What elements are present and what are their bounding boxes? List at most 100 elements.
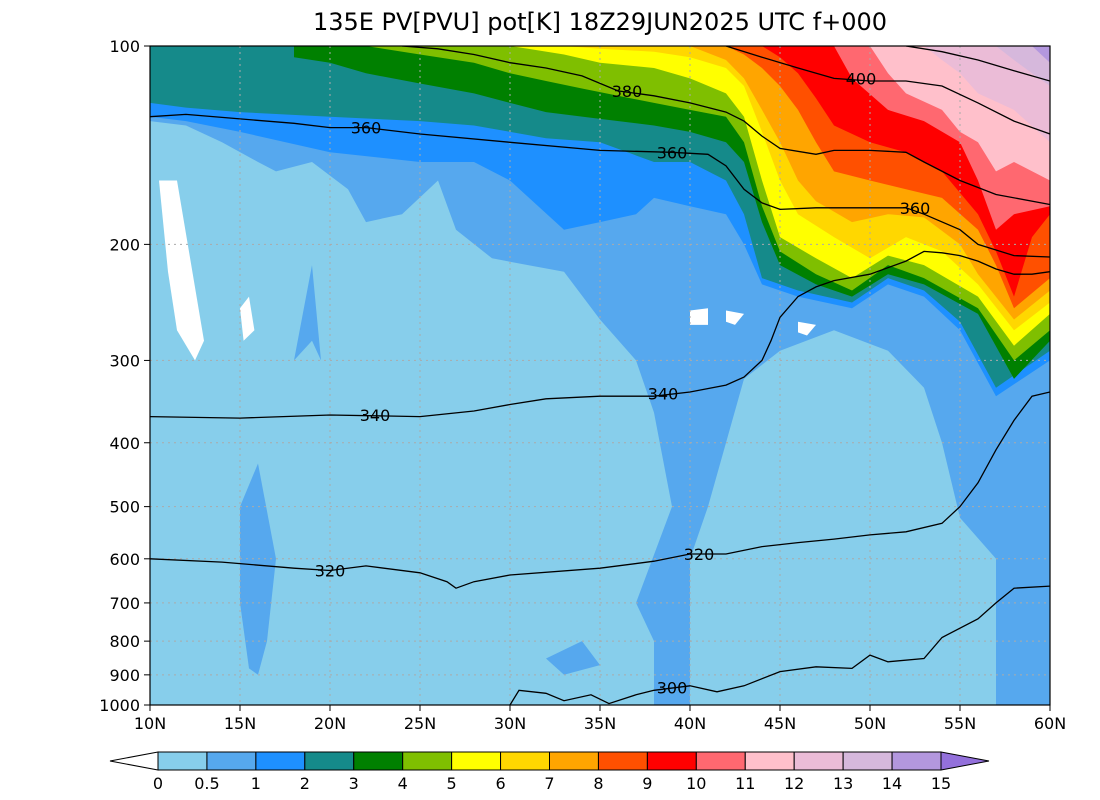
y-tick-label: 200 bbox=[109, 235, 140, 254]
colorbar-swatch-15 bbox=[891, 751, 942, 771]
x-tick-label: 15N bbox=[224, 714, 256, 733]
contour-label-text: 400 bbox=[846, 69, 877, 88]
x-tick-label: 45N bbox=[764, 714, 796, 733]
x-tick-label: 40N bbox=[674, 714, 706, 733]
colorbar-label: 8 bbox=[593, 774, 603, 793]
colorbar-label: 10 bbox=[686, 774, 706, 793]
colorbar-label: 6 bbox=[495, 774, 505, 793]
pv-region-14 bbox=[1032, 46, 1050, 63]
colorbar-label: 2 bbox=[300, 774, 310, 793]
contour-label-text: 300 bbox=[657, 678, 688, 697]
contour-label-text: 360 bbox=[900, 199, 931, 218]
colorbar-swatch-6 bbox=[451, 751, 502, 771]
theta-contour-labels: 380 400 360 360 360 340 340 320 320 300 bbox=[315, 69, 931, 697]
x-tick-label: 20N bbox=[314, 714, 346, 733]
contour-label-1: 400 bbox=[846, 69, 877, 88]
pv-patch-7 bbox=[798, 321, 816, 336]
colorbar-swatch-7 bbox=[500, 751, 550, 771]
x-tick-label: 25N bbox=[404, 714, 436, 733]
colorbar-swatch-4 bbox=[353, 751, 404, 771]
contour-label-text: 340 bbox=[648, 385, 679, 404]
colorbar-swatch-8 bbox=[549, 751, 599, 771]
pv-patch-0 bbox=[240, 463, 276, 675]
y-tick-label: 800 bbox=[109, 632, 140, 651]
colorbar: 0 0.5 1 2 3 4 5 6 7 8 9 10 11 12 13 14 15 bbox=[109, 751, 990, 793]
pv-patch-5 bbox=[690, 308, 708, 325]
theta-line-320 bbox=[150, 391, 1050, 589]
pv-region-13 bbox=[996, 46, 1050, 86]
colorbar-label: 0.5 bbox=[194, 774, 219, 793]
colorbar-label: 11 bbox=[735, 774, 755, 793]
theta-line-340 bbox=[150, 250, 1050, 419]
x-tick-label: 35N bbox=[584, 714, 616, 733]
theta-line-360 bbox=[150, 113, 1050, 258]
contour-label-text: 340 bbox=[360, 406, 391, 425]
grid-lines bbox=[150, 46, 1050, 705]
x-tick-label: 50N bbox=[854, 714, 886, 733]
contour-label-9: 300 bbox=[657, 678, 688, 697]
colorbar-swatch-0 bbox=[157, 751, 208, 771]
colorbar-label: 5 bbox=[447, 774, 457, 793]
y-tick-label: 500 bbox=[109, 498, 140, 517]
contour-label-7: 320 bbox=[315, 561, 346, 580]
pv-patch-1 bbox=[294, 265, 321, 361]
colorbar-under-arrow bbox=[109, 751, 159, 771]
x-tick-label: 55N bbox=[944, 714, 976, 733]
colorbar-swatch-12 bbox=[744, 751, 795, 771]
theta-line-300 bbox=[509, 585, 1050, 705]
colorbar-over-arrow bbox=[940, 751, 990, 771]
colorbar-label: 12 bbox=[784, 774, 804, 793]
contour-label-text: 380 bbox=[612, 82, 643, 101]
y-tick-label: 700 bbox=[109, 594, 140, 613]
chart-title: 135E PV[PVU] pot[K] 18Z29JUN2025 UTC f+0… bbox=[313, 8, 887, 36]
colorbar-label: 13 bbox=[833, 774, 853, 793]
pv-region-12 bbox=[924, 46, 1050, 143]
colorbar-label: 15 bbox=[931, 774, 951, 793]
contour-label-text: 360 bbox=[351, 119, 382, 138]
theta-line-420 bbox=[905, 46, 1050, 82]
y-tick-label: 300 bbox=[109, 351, 140, 370]
y-axis: 100 200 300 400 500 600 700 800 900 1000 bbox=[99, 37, 150, 715]
colorbar-swatch-3 bbox=[304, 751, 355, 771]
colorbar-label: 4 bbox=[398, 774, 408, 793]
colorbar-label: 3 bbox=[349, 774, 359, 793]
colorbar-label: 0 bbox=[153, 774, 163, 793]
contour-label-text: 320 bbox=[684, 545, 715, 564]
contour-label-0: 380 bbox=[612, 82, 643, 101]
contour-label-6: 340 bbox=[648, 385, 679, 404]
colorbar-label: 14 bbox=[882, 774, 902, 793]
theta-line-380 bbox=[401, 46, 1050, 206]
x-axis: 10N 15N 20N 25N 30N 35N 40N 45N 50N 55N 60N bbox=[134, 705, 1066, 733]
colorbar-swatch-14 bbox=[842, 751, 893, 771]
colorbar-swatch-5 bbox=[402, 751, 453, 771]
pv-patch-4 bbox=[240, 296, 255, 341]
pv-filled-contours bbox=[150, 46, 1050, 705]
colorbar-label: 9 bbox=[642, 774, 652, 793]
contour-label-4: 360 bbox=[900, 199, 931, 218]
theta-line-400 bbox=[725, 46, 1050, 135]
contour-label-8: 320 bbox=[684, 545, 715, 564]
colorbar-swatch-10 bbox=[646, 751, 697, 771]
contour-label-5: 340 bbox=[360, 406, 391, 425]
pv-patch-2 bbox=[546, 641, 600, 675]
x-tick-label: 10N bbox=[134, 714, 166, 733]
colorbar-label: 7 bbox=[544, 774, 554, 793]
colorbar-label: 1 bbox=[251, 774, 261, 793]
colorbar-swatch-13 bbox=[793, 751, 844, 771]
contour-label-text: 320 bbox=[315, 561, 346, 580]
contour-label-3: 360 bbox=[657, 143, 688, 162]
colorbar-swatch-11 bbox=[695, 751, 746, 771]
contour-label-text: 360 bbox=[657, 143, 688, 162]
plot-area bbox=[150, 46, 1050, 705]
y-tick-label: 400 bbox=[109, 434, 140, 453]
theta-contour-lines bbox=[150, 46, 1050, 705]
pv-patch-6 bbox=[726, 310, 744, 325]
contour-label-2: 360 bbox=[351, 119, 382, 138]
pv-patch-3 bbox=[159, 180, 204, 361]
y-tick-label: 100 bbox=[109, 37, 140, 56]
y-tick-label: 1000 bbox=[99, 696, 140, 715]
y-tick-label: 900 bbox=[109, 666, 140, 685]
colorbar-swatch-9 bbox=[597, 751, 648, 771]
x-tick-label: 60N bbox=[1034, 714, 1066, 733]
